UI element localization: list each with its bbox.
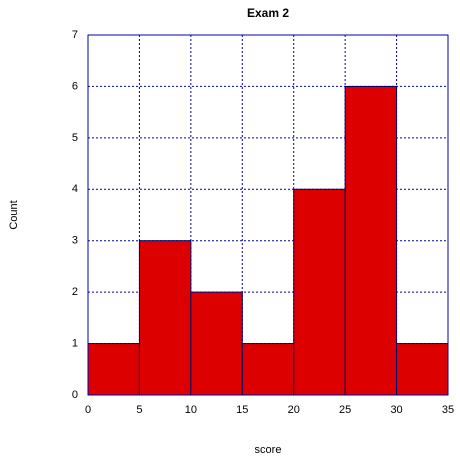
x-tick-label: 15 — [236, 404, 248, 416]
bar — [293, 188, 346, 396]
x-axis-label: score — [255, 444, 282, 456]
x-tick-label: 35 — [442, 404, 454, 416]
bar — [190, 291, 243, 396]
plot-frame — [87, 34, 449, 396]
bar — [87, 343, 140, 396]
y-tick-label: 7 — [72, 29, 78, 41]
y-tick-label: 0 — [72, 389, 78, 401]
x-tick-label: 10 — [185, 404, 197, 416]
y-tick-label: 6 — [72, 80, 78, 92]
bar — [396, 343, 449, 396]
bar — [138, 240, 192, 396]
y-tick-label: 3 — [72, 235, 78, 247]
y-tick-label: 5 — [72, 132, 78, 144]
x-tick-label: 5 — [136, 404, 142, 416]
y-tick-label: 1 — [72, 337, 78, 349]
bar — [241, 343, 295, 396]
chart-title: Exam 2 — [247, 6, 289, 20]
bar — [344, 85, 398, 396]
y-tick-label: 2 — [72, 286, 78, 298]
x-tick-label: 20 — [288, 404, 300, 416]
y-tick-label: 4 — [72, 183, 78, 195]
x-tick-label: 25 — [339, 404, 351, 416]
x-tick-label: 0 — [85, 404, 91, 416]
y-axis-label: Count — [8, 200, 20, 229]
x-tick-label: 30 — [390, 404, 402, 416]
